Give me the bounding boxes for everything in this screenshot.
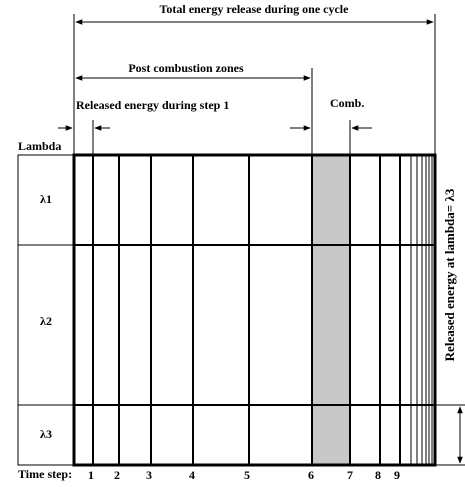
step-number: 1 (88, 468, 94, 482)
guides (58, 14, 436, 155)
combustion-zone (312, 155, 350, 465)
lambda-label: Lambda (18, 139, 61, 153)
time-step-label: Time step: (18, 467, 72, 481)
comb-label: Comb. (330, 96, 364, 110)
post-label: Post combustion zones (128, 61, 244, 75)
step1-label: Released energy during step 1 (76, 98, 229, 112)
row-label: λ2 (40, 314, 52, 328)
step-number: 7 (347, 468, 353, 482)
step-number: 6 (308, 468, 314, 482)
side-label: Released energy at lambda= λ3 (442, 188, 457, 361)
row-label: λ3 (40, 427, 52, 441)
step-number: 2 (114, 468, 120, 482)
grid (17, 153, 465, 467)
step-number: 9 (394, 468, 400, 482)
step-number: 3 (146, 468, 152, 482)
step-number: 8 (375, 468, 381, 482)
step-number: 4 (189, 468, 195, 482)
row-label: λ1 (40, 192, 52, 206)
total-label: Total energy release during one cycle (160, 2, 350, 16)
step-number: 5 (244, 468, 250, 482)
